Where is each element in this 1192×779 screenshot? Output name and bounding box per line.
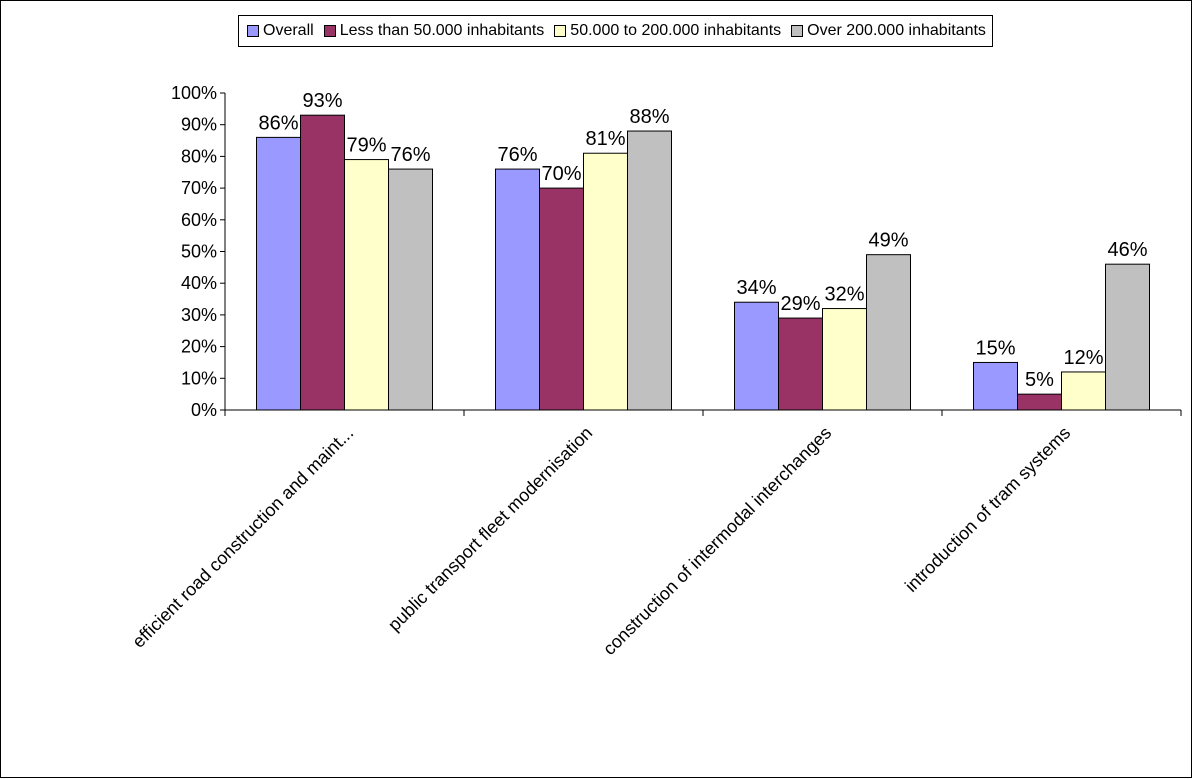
legend-label: 50.000 to 200.000 inhabitants: [570, 22, 782, 39]
data-label: 29%: [780, 293, 820, 315]
legend-label: Over 200.000 inhabitants: [807, 22, 986, 39]
y-tick-label: 30%: [181, 305, 217, 325]
data-label: 34%: [736, 277, 776, 299]
y-tick-label: 20%: [181, 337, 217, 357]
bar: [344, 159, 389, 411]
y-tick-label: 60%: [181, 210, 217, 230]
bar: [1017, 393, 1062, 411]
data-label: 86%: [258, 112, 298, 134]
legend-swatch: [247, 25, 259, 37]
x-category-label: public transport fleet modernisation: [384, 423, 596, 635]
y-tick-label: 40%: [181, 273, 217, 293]
y-tick-label: 70%: [181, 178, 217, 198]
data-label: 49%: [868, 230, 908, 252]
legend-swatch: [323, 25, 336, 37]
data-label: 46%: [1107, 239, 1147, 261]
bar: [1105, 263, 1150, 411]
legend-item: Overall: [247, 22, 314, 40]
bar: [539, 187, 584, 411]
data-label: 76%: [497, 144, 537, 166]
chart-legend: Overall Less than 50.000 inhabitants 50.00…: [238, 15, 993, 47]
y-tick-label: 10%: [181, 368, 217, 388]
bar: [1061, 371, 1106, 411]
y-tick-label: 0%: [191, 400, 217, 420]
bar: [822, 308, 867, 411]
bar: [495, 168, 540, 411]
data-label: 32%: [824, 284, 864, 306]
y-tick-label: 100%: [171, 83, 217, 103]
data-label: 15%: [975, 337, 1015, 359]
legend-item: Less than 50.000 inhabitants: [323, 22, 545, 40]
x-category-label: efficient road construction and maint...: [128, 423, 357, 652]
legend-label: Less than 50.000 inhabitants: [339, 22, 545, 39]
bar: [973, 361, 1018, 411]
data-label: 81%: [585, 128, 625, 150]
bar: [300, 114, 345, 411]
data-label: 88%: [629, 106, 669, 128]
bar: [583, 152, 628, 411]
x-category-label: introduction of tram systems: [901, 423, 1074, 596]
legend-label: Overall: [263, 22, 314, 39]
data-label: 79%: [346, 135, 386, 157]
legend-swatch: [791, 25, 804, 37]
data-label: 76%: [390, 144, 430, 166]
legend-item: 50.000 to 200.000 inhabitants: [554, 22, 781, 40]
legend-swatch: [554, 25, 567, 37]
data-label: 5%: [1025, 369, 1054, 391]
data-label: 70%: [541, 163, 581, 185]
data-label: 93%: [302, 90, 342, 112]
x-category-label: construction of intermodal interchanges: [599, 423, 835, 659]
data-label: 12%: [1063, 347, 1103, 369]
bar: [778, 317, 823, 411]
y-tick-label: 90%: [181, 115, 217, 135]
bar: [388, 168, 433, 411]
y-tick-label: 80%: [181, 146, 217, 166]
legend-item: Over 200.000 inhabitants: [791, 22, 986, 40]
y-tick-label: 50%: [181, 242, 217, 262]
bar: [734, 301, 779, 411]
bar: [256, 136, 301, 411]
bar: [627, 130, 672, 411]
bar: [866, 254, 911, 411]
